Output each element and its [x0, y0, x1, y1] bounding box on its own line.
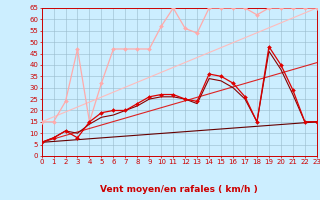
X-axis label: Vent moyen/en rafales ( km/h ): Vent moyen/en rafales ( km/h ) — [100, 185, 258, 194]
